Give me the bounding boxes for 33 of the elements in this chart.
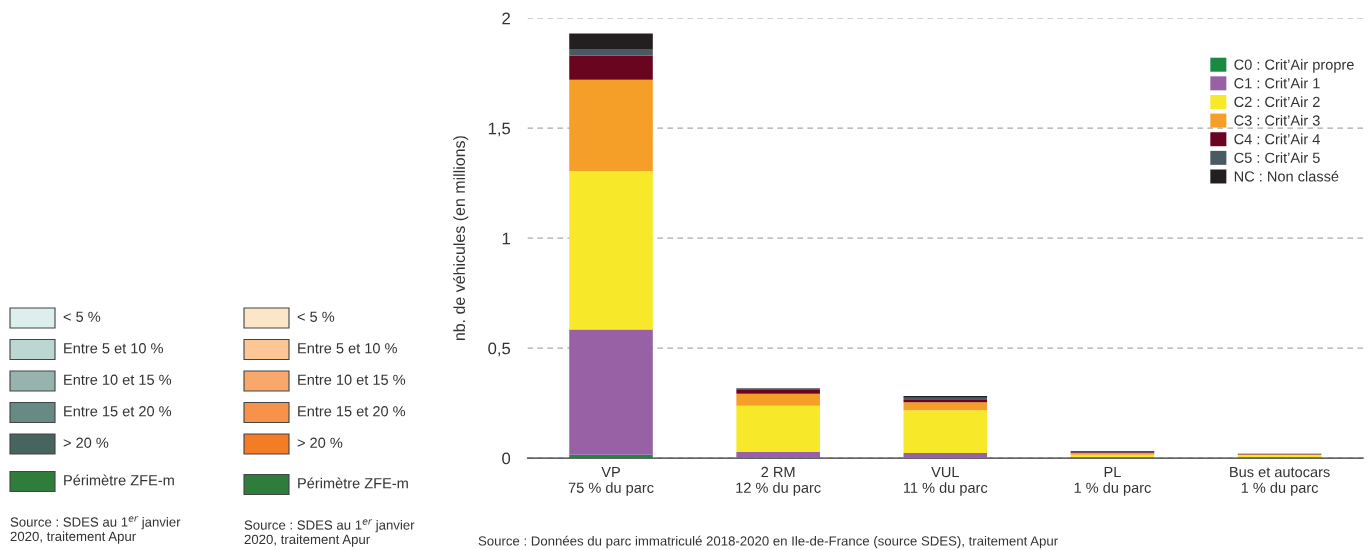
x-tick-label: 2 RM 12 % du parc (736, 466, 821, 496)
x-tick-label: PL 1 % du parc (1074, 467, 1151, 496)
y-tick-label: 2 (502, 12, 510, 25)
legend-label: C4 : Crit’Air 4 (1234, 133, 1320, 145)
y-tick-label: 1 (502, 232, 510, 245)
text: > 20 % (63, 437, 109, 448)
legend-label: C1 : Crit’Air 1 (1234, 77, 1320, 89)
text: Périmètre ZFE-m (64, 474, 174, 486)
x-tick-label: Bus et autocars 1 % du parc (1230, 467, 1330, 496)
text: Entre 10 et 15 % (64, 374, 172, 385)
y-tick-label: 1,5 (488, 122, 511, 137)
legend-label: C5 : Crit’Air 5 (1234, 152, 1320, 163)
text: < 5 % (297, 311, 335, 322)
legend-label: C0 : Crit’Air propre (1234, 59, 1354, 73)
text: Entre 5 et 10 % (64, 343, 164, 354)
source-note: Source : SDES au 1$^{er}$ janvier 2020, traitement Apur (244, 519, 415, 547)
text: Entre 10 et 15 % (298, 374, 406, 385)
text: Entre 5 et 10 % (298, 343, 398, 354)
text: Entre 15 et 20 % (298, 406, 406, 417)
y-tick-label: 0,5 (488, 342, 511, 357)
source-note: Source : Données du parc immatriculé 2018-2020 en Ile-de-France (source SDES), traitement Apur (478, 535, 1058, 549)
x-tick-label: VP 75 % du parc (568, 467, 654, 496)
source-note: Source : SDES au 1$^{er}$ janvier 2020, traitement Apur (10, 516, 181, 544)
text: < 5 % (63, 311, 101, 322)
legend-label: NC : Non classé (1234, 170, 1339, 182)
text: Périmètre ZFE-m (298, 477, 408, 489)
text: > 20 % (297, 437, 343, 448)
text: Entre 15 et 20 % (64, 406, 172, 417)
legend-label: C2 : Crit’Air 2 (1234, 96, 1320, 108)
y-tick-label: 0 (502, 452, 511, 465)
x-tick-label: VUL 11 % du parc (903, 467, 988, 496)
legend-label: C3 : Crit’Air 3 (1234, 114, 1320, 126)
y-axis-title: nb. de véhicules (en millions) (453, 136, 469, 341)
